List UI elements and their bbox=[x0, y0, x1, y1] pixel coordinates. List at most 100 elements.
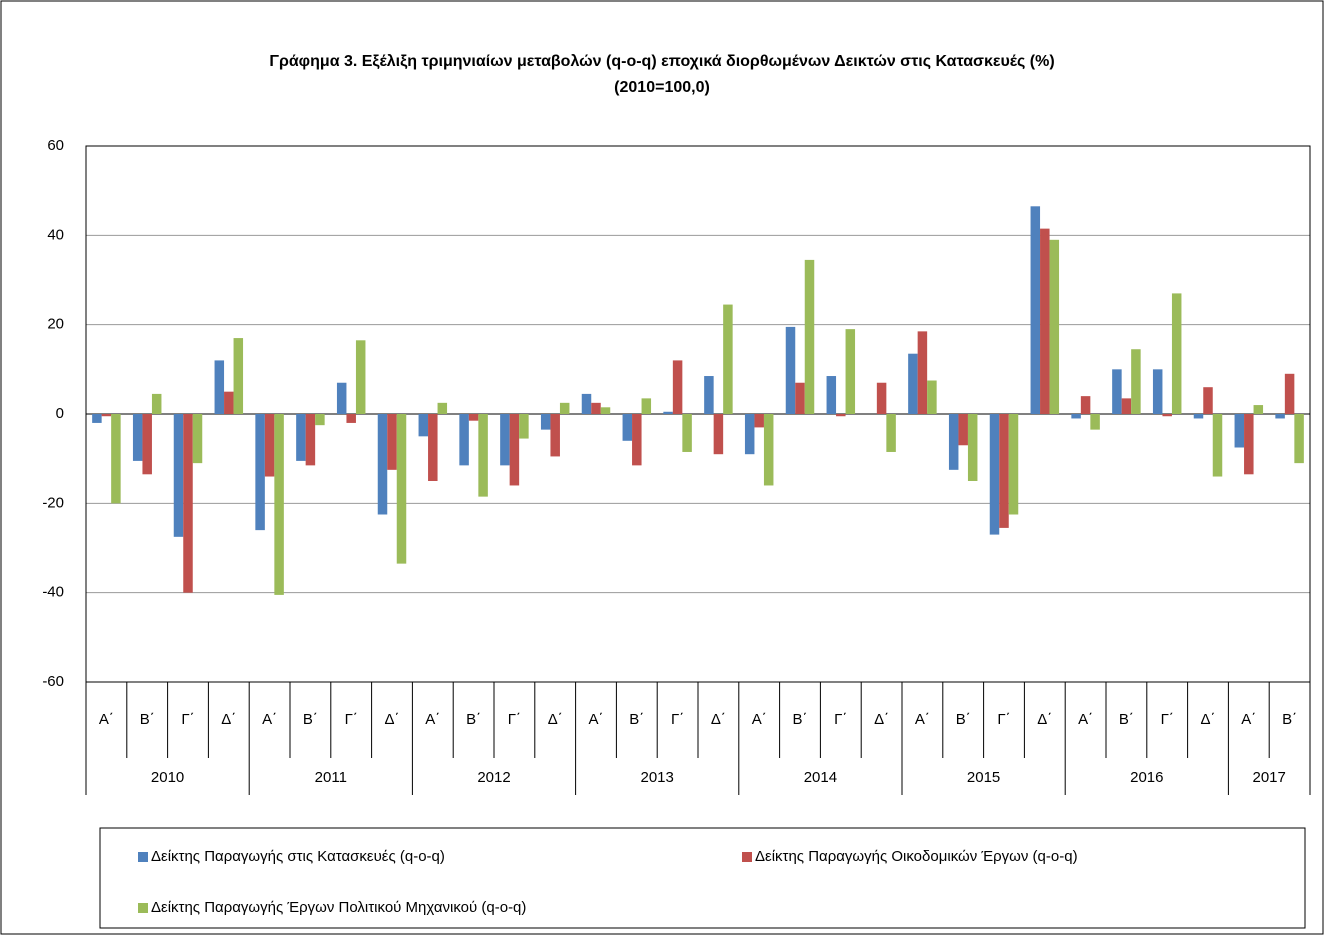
bar bbox=[1040, 228, 1050, 414]
bar bbox=[1090, 414, 1100, 430]
bar bbox=[396, 414, 407, 564]
bar bbox=[785, 326, 796, 414]
bar bbox=[622, 414, 633, 441]
bar bbox=[744, 414, 755, 455]
x-tick-label: Β΄ bbox=[1119, 711, 1134, 728]
bar bbox=[377, 414, 388, 515]
bar bbox=[1212, 414, 1223, 477]
x-tick-label: Γ΄ bbox=[834, 711, 847, 728]
x-tick-label: Β΄ bbox=[1282, 711, 1297, 728]
bar bbox=[101, 414, 112, 417]
x-tick-label: Α΄ bbox=[1241, 711, 1256, 728]
legend-swatch bbox=[742, 852, 752, 862]
year-label: 2012 bbox=[477, 769, 510, 786]
x-tick-label: Γ΄ bbox=[181, 711, 194, 728]
x-tick-label: Α΄ bbox=[262, 711, 277, 728]
x-tick-label: Β΄ bbox=[956, 711, 971, 728]
bar bbox=[1131, 349, 1141, 414]
y-tick-label: -20 bbox=[42, 494, 64, 511]
x-tick-label: Δ΄ bbox=[874, 711, 889, 728]
x-tick-label: Δ΄ bbox=[221, 711, 236, 728]
bar bbox=[1121, 398, 1132, 414]
bar bbox=[795, 382, 805, 414]
x-tick-label: Γ΄ bbox=[508, 711, 521, 728]
bar bbox=[1080, 396, 1091, 414]
bar bbox=[173, 414, 184, 537]
bar bbox=[632, 414, 642, 466]
bar bbox=[917, 331, 928, 414]
bar bbox=[478, 414, 488, 497]
chart-title: Γράφημα 3. Εξέλιξη τριμηνιαίων μεταβολών… bbox=[269, 53, 1054, 70]
bar bbox=[437, 402, 448, 414]
bar bbox=[519, 414, 529, 439]
bar bbox=[876, 382, 887, 414]
x-tick-label: Β΄ bbox=[466, 711, 481, 728]
bar bbox=[1171, 293, 1182, 414]
bar bbox=[459, 414, 469, 466]
bar bbox=[1193, 414, 1204, 419]
bar bbox=[233, 338, 244, 414]
year-label: 2011 bbox=[315, 769, 347, 786]
x-tick-label: Δ΄ bbox=[548, 711, 563, 728]
y-tick-label: -60 bbox=[42, 673, 64, 690]
bar bbox=[1112, 369, 1122, 414]
bar bbox=[641, 398, 652, 414]
bar bbox=[591, 402, 601, 414]
bar bbox=[1253, 405, 1264, 414]
bar bbox=[1284, 373, 1295, 414]
bar bbox=[804, 259, 815, 414]
bar bbox=[1071, 414, 1081, 419]
x-tick-label: Α΄ bbox=[589, 711, 604, 728]
year-label: 2015 bbox=[967, 769, 1000, 786]
x-tick-label: Α΄ bbox=[915, 711, 930, 728]
bar bbox=[1162, 414, 1172, 417]
bar bbox=[255, 414, 265, 531]
x-tick-label: Δ΄ bbox=[711, 711, 726, 728]
x-tick-label: Α΄ bbox=[425, 711, 440, 728]
bar bbox=[274, 414, 284, 595]
year-label: 2014 bbox=[804, 769, 837, 786]
x-tick-label: Α΄ bbox=[752, 711, 767, 728]
bar bbox=[509, 414, 520, 486]
x-tick-label: Β΄ bbox=[140, 711, 155, 728]
x-tick-label: Β΄ bbox=[303, 711, 318, 728]
x-tick-label: Δ΄ bbox=[1037, 711, 1052, 728]
bar bbox=[540, 414, 551, 430]
bar bbox=[1008, 414, 1019, 515]
bar bbox=[723, 304, 733, 414]
y-tick-label: 40 bbox=[47, 226, 64, 243]
bar bbox=[763, 414, 774, 486]
bar bbox=[132, 414, 143, 461]
x-tick-label: Γ΄ bbox=[997, 711, 1010, 728]
x-tick-label: Γ΄ bbox=[1161, 711, 1174, 728]
bar bbox=[958, 414, 968, 446]
bar bbox=[142, 414, 152, 475]
bar bbox=[989, 414, 1000, 535]
bar bbox=[754, 414, 764, 428]
bar bbox=[1294, 414, 1304, 464]
bar bbox=[336, 382, 347, 414]
x-tick-label: Δ΄ bbox=[1200, 711, 1215, 728]
bar bbox=[550, 414, 560, 457]
bar bbox=[559, 402, 570, 414]
bar bbox=[1244, 414, 1254, 475]
bar bbox=[1275, 414, 1285, 419]
legend-swatch bbox=[138, 903, 148, 913]
legend-swatch bbox=[138, 852, 148, 862]
year-label: 2017 bbox=[1253, 769, 1286, 786]
chart-subtitle: (2010=100,0) bbox=[614, 79, 710, 96]
bar bbox=[346, 414, 356, 423]
bar bbox=[927, 380, 937, 414]
x-tick-label: Δ΄ bbox=[384, 711, 399, 728]
bar bbox=[704, 376, 714, 414]
bar bbox=[92, 414, 102, 423]
bar bbox=[183, 414, 193, 593]
x-tick-label: Γ΄ bbox=[671, 711, 684, 728]
bar bbox=[296, 414, 306, 461]
y-tick-label: 20 bbox=[47, 316, 64, 333]
year-label: 2013 bbox=[641, 769, 674, 786]
bar bbox=[682, 414, 692, 452]
y-tick-label: 0 bbox=[56, 405, 64, 422]
